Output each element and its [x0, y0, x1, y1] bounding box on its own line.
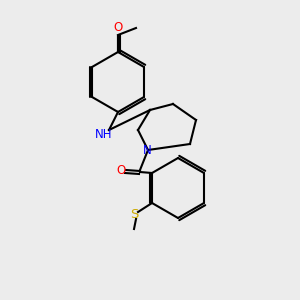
Text: NH: NH — [95, 128, 113, 140]
Text: O: O — [116, 164, 126, 176]
Text: S: S — [130, 208, 138, 221]
Text: N: N — [142, 145, 152, 158]
Text: O: O — [113, 21, 123, 34]
